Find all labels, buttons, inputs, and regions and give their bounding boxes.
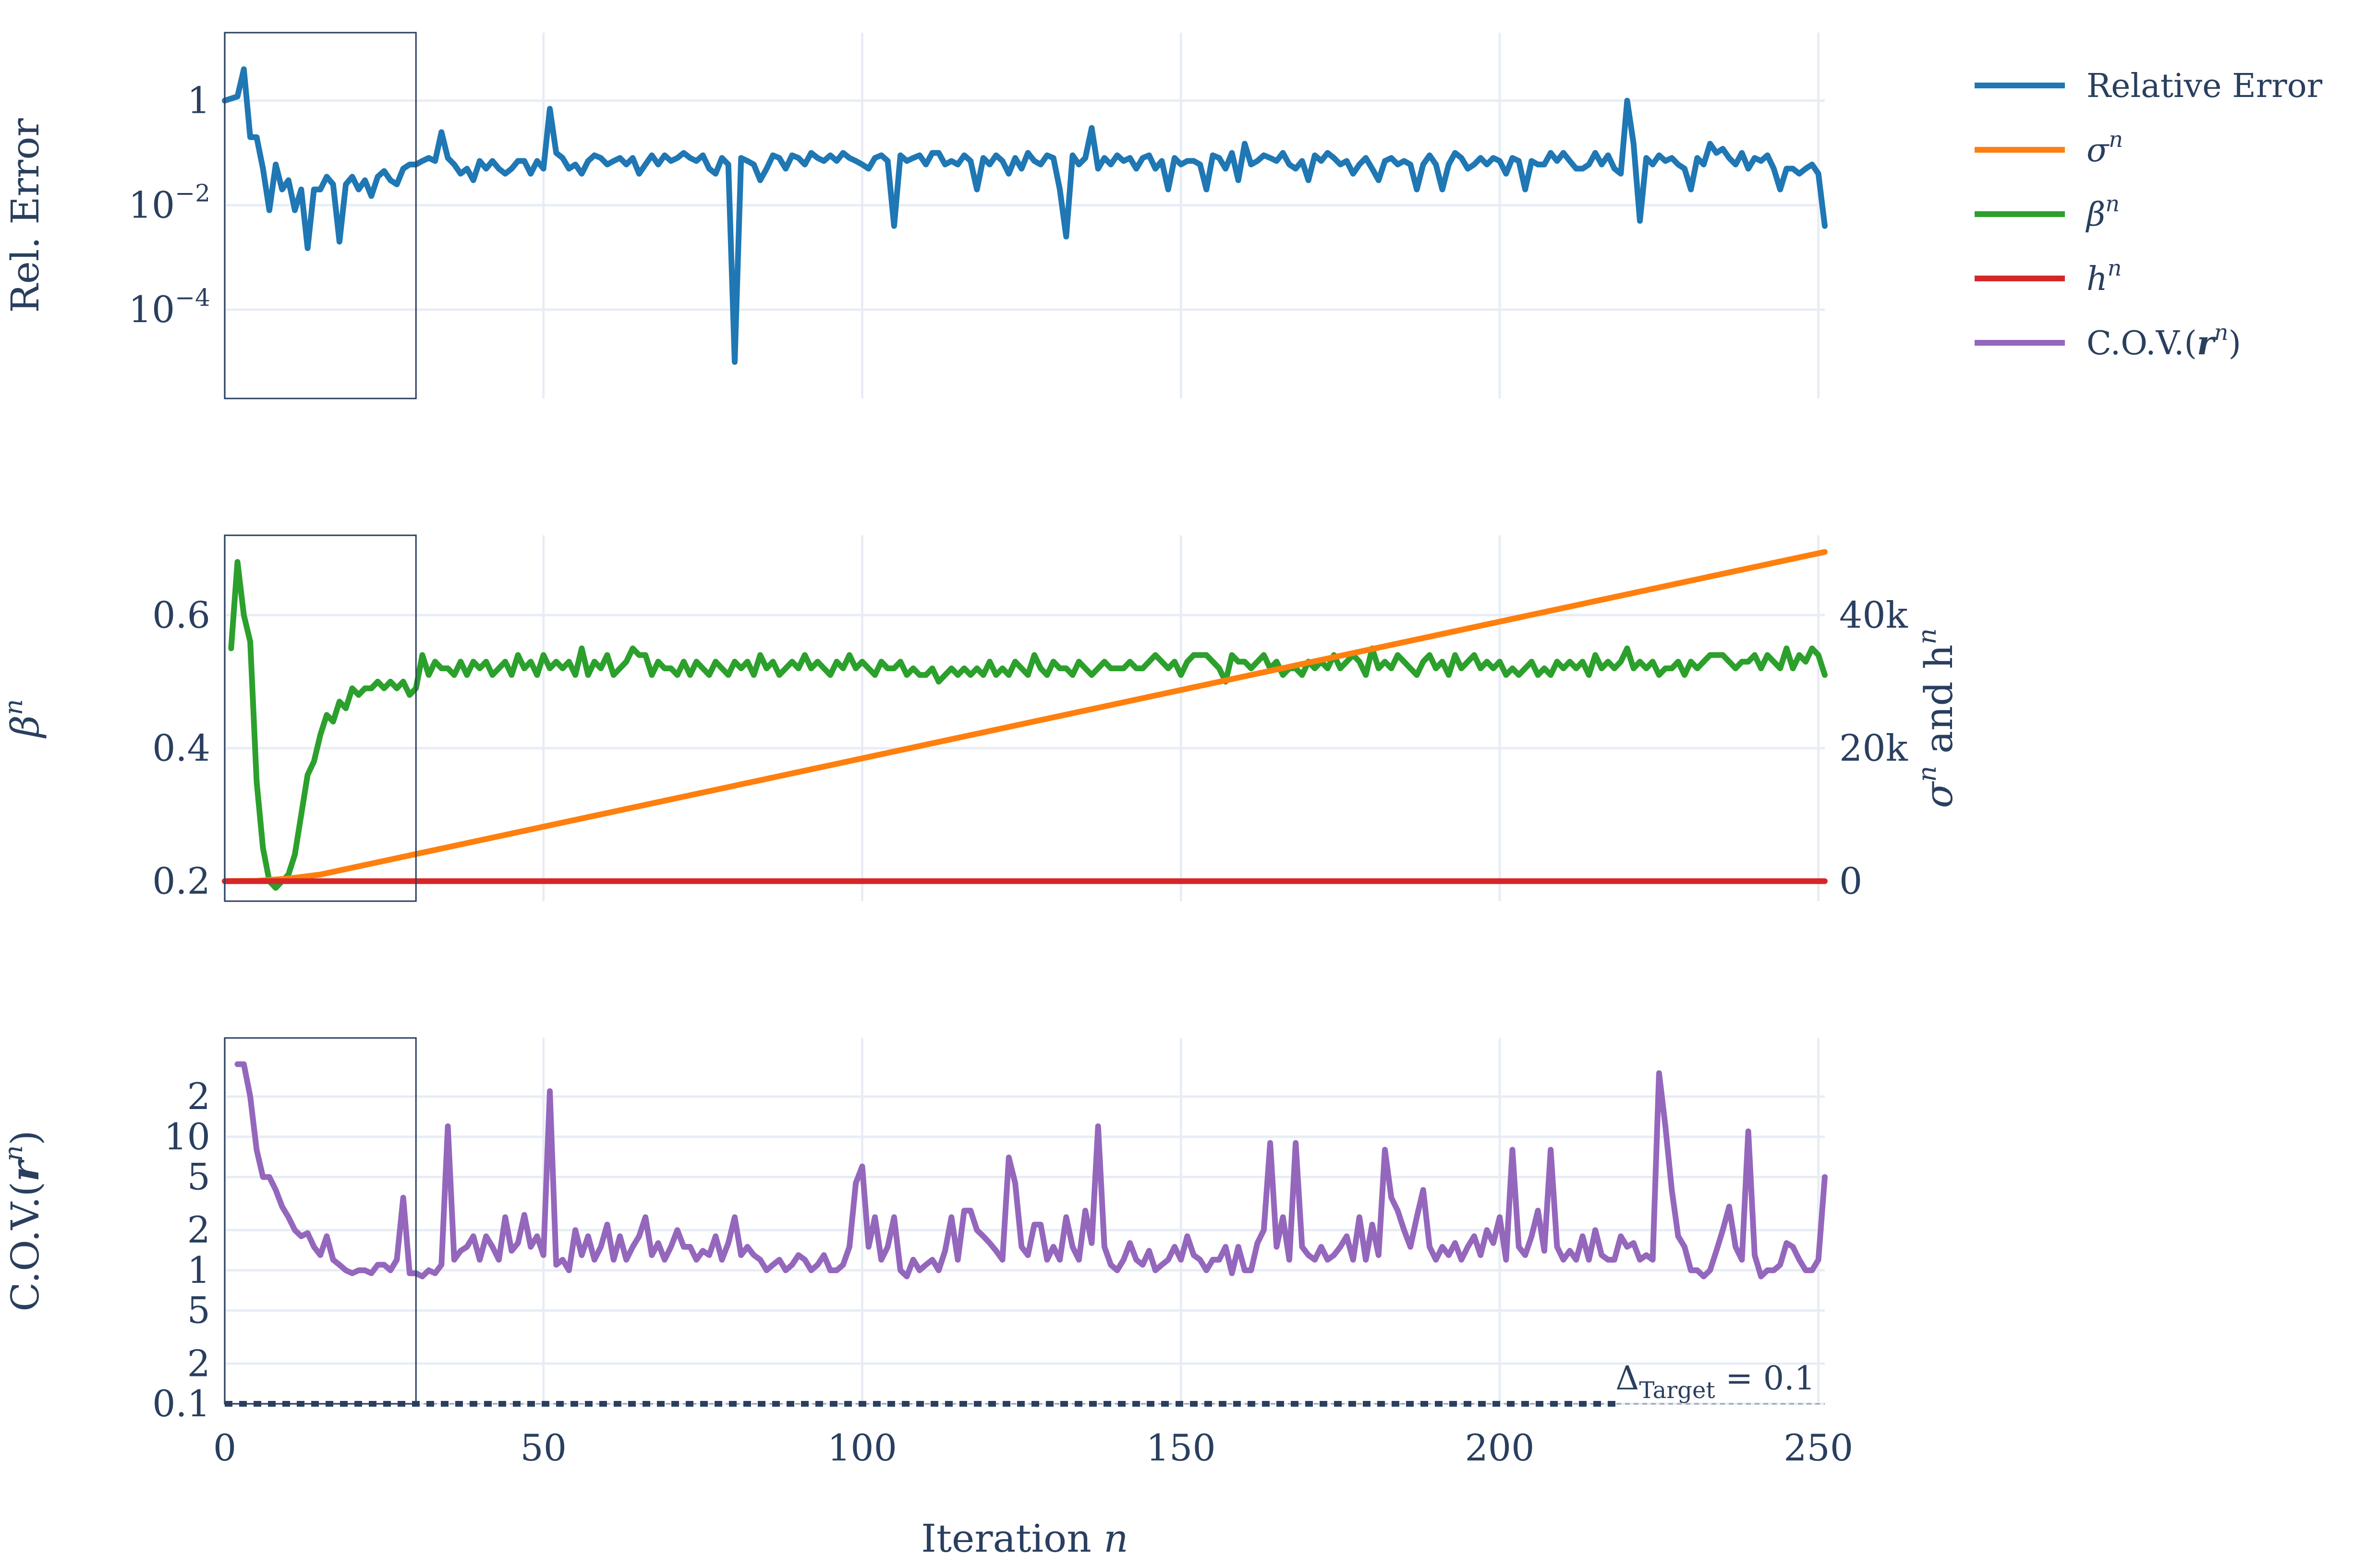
y-tick-label: 10 (164, 1115, 210, 1158)
y-tick-label: 2 (187, 1075, 210, 1118)
y-tick-label: 1 (187, 79, 210, 122)
y-axis-label: Rel. Error (3, 118, 48, 313)
y-tick-label: 2 (187, 1342, 210, 1385)
y-tick-label: 0.6 (152, 593, 210, 636)
target-label: ΔTarget = 0.1 (1615, 1360, 1815, 1404)
y-tick-label: 2 (187, 1208, 210, 1251)
series-relative_error (222, 66, 1828, 365)
series-beta (228, 559, 1828, 891)
y2-tick-label: 40k (1839, 593, 1908, 636)
y-tick-label: 1 (187, 1249, 210, 1291)
x-tick-label: 150 (1146, 1426, 1216, 1469)
y2-tick-label: 0 (1839, 859, 1862, 902)
highlight-box (224, 32, 417, 399)
legend: Relative Error σn βn hn C.O.V.(rn) (1975, 67, 2323, 362)
x-axis-label: Iteration n (921, 1516, 1128, 1561)
y-tick-label: 0.1 (152, 1382, 210, 1425)
y-tick-label: 5 (187, 1156, 210, 1198)
y-tick-label: 5 (187, 1289, 210, 1332)
legend-label: hn (2086, 255, 2122, 298)
legend-item-relative_error: Relative Error (1975, 67, 2323, 105)
y2-tick-label: 20k (1839, 726, 1908, 769)
x-tick-label: 250 (1783, 1426, 1853, 1469)
series-cov (234, 1061, 1828, 1279)
x-tick-label: 0 (213, 1426, 236, 1469)
legend-item-cov: C.O.V.(rn) (1975, 319, 2241, 362)
y-axis-label: C.O.V.(rn) (0, 1130, 48, 1311)
legend-item-h: hn (1975, 255, 2122, 298)
x-axis: 0 50 100 150 200 250 Iteration n (213, 1426, 1853, 1561)
y-axis-label: βn (0, 699, 48, 739)
y-tick-label: 10−2 (129, 179, 210, 226)
highlight-box (224, 534, 417, 902)
y2-axis-label: σn and hn (1913, 628, 1961, 808)
y-tick-label: 0.2 (152, 859, 210, 902)
legend-label: Relative Error (2086, 67, 2323, 105)
legend-label: C.O.V.(rn) (2086, 319, 2241, 362)
x-tick-label: 100 (827, 1426, 897, 1469)
highlight-box (224, 1037, 417, 1405)
panel-relative_error: 1 10−2 10−4 Rel. Error (3, 32, 1828, 399)
legend-item-sigma: σn (1975, 126, 2123, 169)
legend-label: σn (2086, 126, 2123, 169)
x-tick-label: 50 (520, 1426, 567, 1469)
x-tick-label: 200 (1465, 1426, 1534, 1469)
y-tick-label: 10−4 (129, 284, 210, 331)
series-sigma (222, 549, 1828, 884)
legend-label: βn (2085, 191, 2120, 234)
legend-item-beta: βn (1975, 191, 2120, 234)
y-tick-label: 0.4 (152, 726, 210, 769)
